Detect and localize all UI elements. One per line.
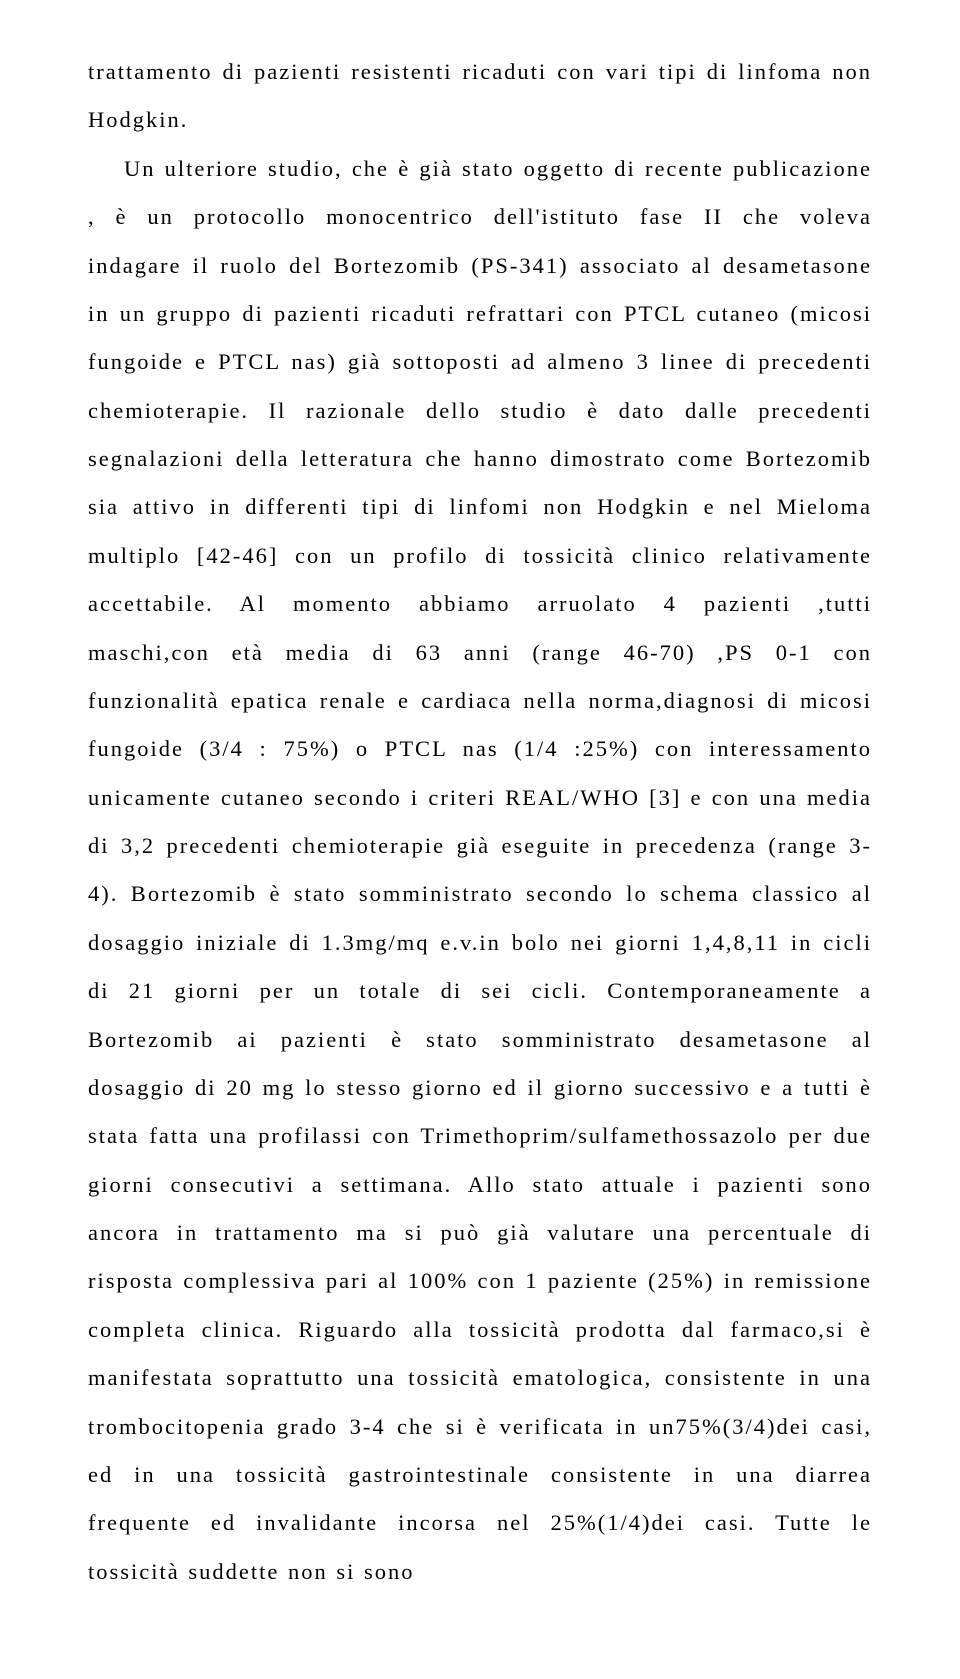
document-body: trattamento di pazienti resistenti ricad… [88, 48, 872, 1596]
paragraph-2: Un ulteriore studio, che è già stato ogg… [88, 145, 872, 1596]
paragraph-1: trattamento di pazienti resistenti ricad… [88, 48, 872, 145]
